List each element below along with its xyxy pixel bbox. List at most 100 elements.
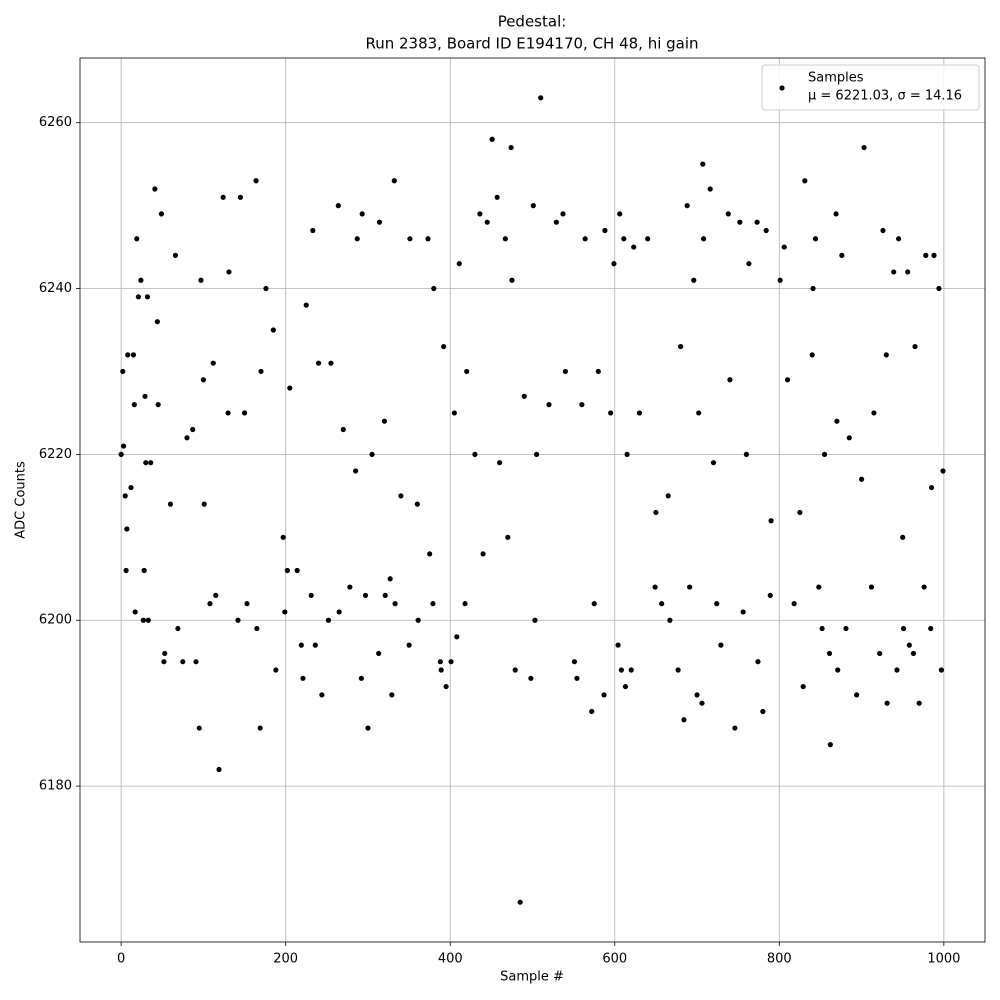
point	[431, 285, 437, 292]
point	[118, 451, 124, 457]
point	[802, 178, 808, 184]
point	[621, 236, 627, 242]
point	[743, 451, 750, 457]
point	[257, 725, 263, 731]
point	[167, 501, 174, 507]
point	[727, 377, 733, 383]
point	[315, 360, 322, 366]
point	[130, 352, 137, 358]
point	[287, 385, 293, 391]
y-tick-label: 6200	[39, 613, 72, 628]
point	[175, 625, 181, 632]
point	[571, 659, 578, 665]
point	[462, 601, 468, 607]
point	[152, 186, 158, 192]
point	[834, 418, 840, 424]
point	[746, 261, 752, 267]
point	[791, 601, 797, 607]
point	[701, 236, 707, 242]
point	[443, 683, 449, 690]
point	[936, 285, 942, 292]
legend-box	[761, 64, 980, 111]
point	[694, 692, 700, 698]
point	[819, 625, 825, 632]
point	[512, 667, 518, 673]
point	[528, 675, 534, 681]
y-tick-label: 6180	[39, 779, 72, 794]
y-tick-label: 6220	[39, 447, 72, 462]
point	[645, 236, 651, 242]
point	[472, 451, 478, 457]
point	[359, 211, 365, 217]
point	[145, 617, 151, 623]
point	[489, 136, 495, 142]
point	[781, 244, 787, 250]
point	[755, 659, 761, 665]
point	[883, 352, 889, 358]
point	[611, 261, 617, 267]
point	[358, 675, 364, 681]
x-tick-label: 1000	[927, 952, 960, 967]
point	[624, 451, 630, 457]
point	[900, 625, 907, 632]
point	[122, 493, 128, 499]
point	[312, 642, 318, 648]
point	[681, 717, 687, 723]
chart-title: Pedestal:	[498, 13, 567, 31]
point	[707, 186, 713, 192]
point	[560, 211, 566, 217]
point	[124, 526, 130, 532]
point	[562, 368, 569, 375]
point	[193, 659, 199, 665]
point	[200, 377, 207, 383]
point	[308, 592, 314, 598]
point	[284, 567, 290, 574]
point	[347, 584, 353, 590]
point	[797, 509, 803, 516]
point	[677, 343, 684, 350]
series	[118, 95, 946, 905]
point	[132, 609, 138, 615]
point	[448, 659, 454, 665]
point	[210, 360, 216, 366]
point	[425, 236, 431, 242]
point	[816, 584, 822, 590]
point	[884, 700, 890, 706]
point	[398, 493, 404, 499]
point	[652, 584, 658, 590]
point	[618, 667, 624, 673]
point	[812, 236, 819, 242]
point	[407, 236, 413, 242]
point	[303, 302, 309, 308]
point	[381, 418, 388, 424]
point	[144, 294, 151, 300]
point	[938, 667, 944, 673]
point	[336, 609, 342, 615]
point	[406, 642, 412, 648]
point	[158, 211, 165, 217]
point	[480, 551, 486, 557]
legend-marker	[779, 85, 785, 91]
y-tick-label: 6240	[39, 281, 72, 296]
point	[430, 601, 436, 607]
point	[740, 609, 746, 615]
point	[622, 683, 629, 690]
point	[839, 252, 845, 258]
point	[325, 617, 332, 623]
point	[121, 443, 127, 449]
point	[699, 700, 705, 706]
point	[454, 634, 460, 640]
point	[843, 625, 849, 632]
point	[784, 377, 791, 383]
point	[553, 219, 559, 225]
point	[280, 534, 286, 540]
point	[505, 534, 511, 540]
point	[135, 294, 142, 300]
point	[601, 692, 607, 698]
point	[877, 650, 883, 657]
point	[835, 667, 841, 673]
point	[665, 493, 671, 499]
point	[521, 393, 527, 399]
point	[273, 667, 279, 673]
